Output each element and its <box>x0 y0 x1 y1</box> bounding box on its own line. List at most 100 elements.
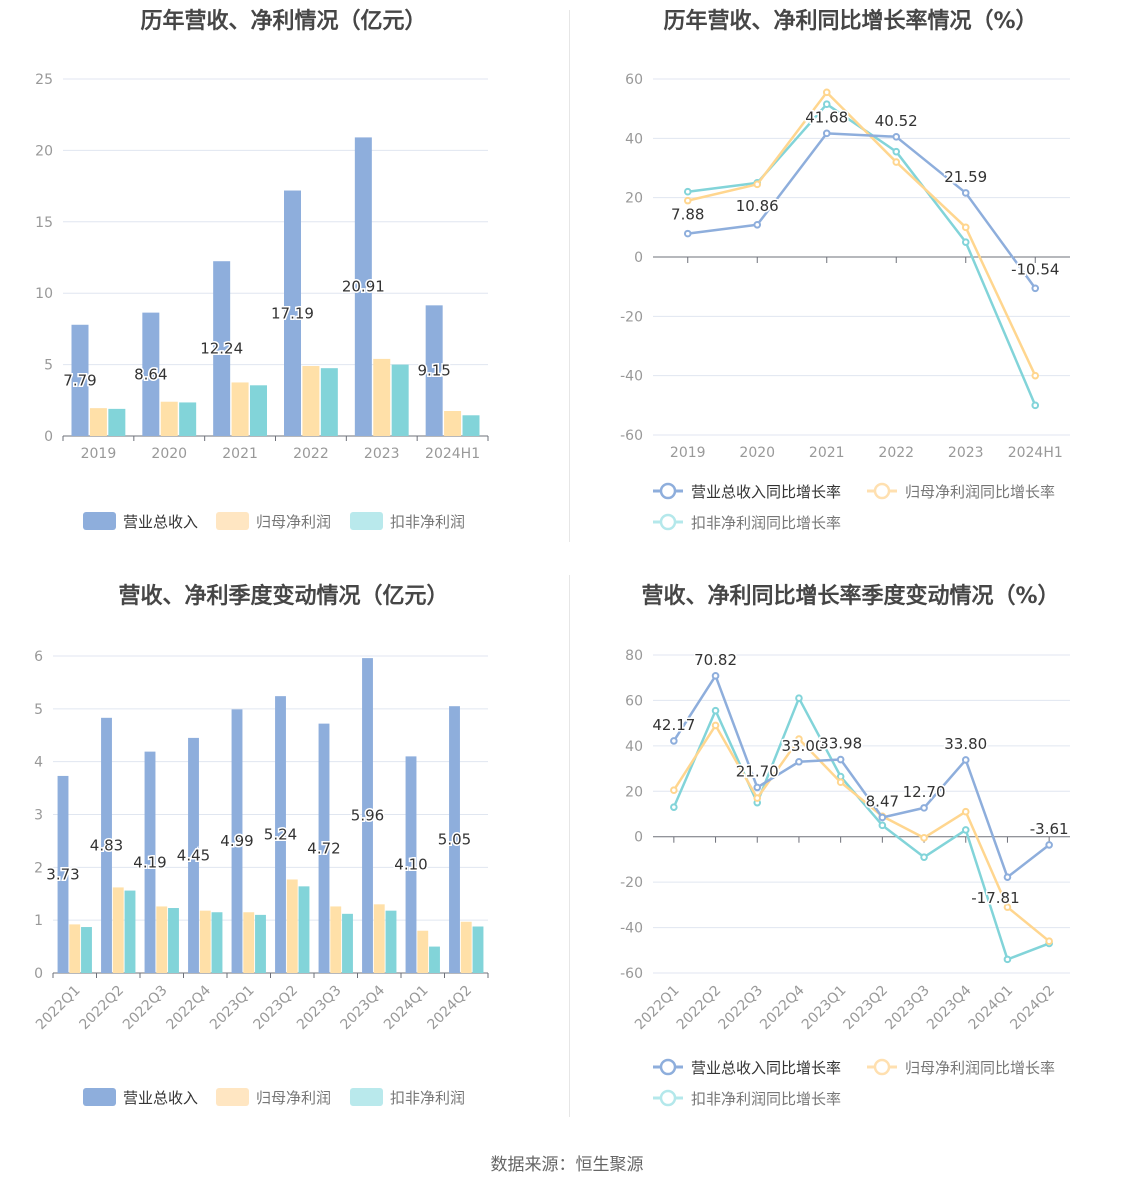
bar-2 <box>168 908 179 973</box>
x-tick-label: 2024Q2 <box>424 983 475 1034</box>
line-point-0 <box>961 189 970 197</box>
bar-data-label: 4.10 <box>394 856 427 874</box>
legend-marker <box>659 1058 677 1076</box>
bar-0 <box>362 658 373 973</box>
annual-values-title: 历年营收、净利情况（亿元） <box>140 9 427 34</box>
legend-label: 扣非净利润同比增长率 <box>691 514 841 532</box>
x-tick-label: 2019 <box>670 445 706 461</box>
bar-2 <box>342 913 353 973</box>
x-tick-label: 2024Q2 <box>1007 983 1058 1034</box>
y-tick-label: 2 <box>34 860 43 876</box>
bar-0 <box>449 706 460 973</box>
bar-2 <box>211 912 223 973</box>
x-tick-label: 2022Q3 <box>120 983 171 1034</box>
x-tick-label: 2021 <box>809 445 845 461</box>
annual-growth-title: 历年营收、净利同比增长率情况（%） <box>663 9 1038 34</box>
line-data-label: -10.54 <box>1011 260 1059 278</box>
line-data-label: 7.88 <box>671 206 704 224</box>
annual-growth-panel: 历年营收、净利同比增长率情况（%） -60 -40 -20 0 20 40 60 2019 20… <box>567 0 1134 545</box>
bar-data-label: 4.19 <box>133 853 166 871</box>
legend-swatch <box>216 512 249 530</box>
line-point-2 <box>920 853 928 861</box>
bar-0 <box>318 723 330 973</box>
bar-0 <box>213 261 231 436</box>
y-tick-label: 3 <box>34 808 43 824</box>
y-tick-label: 20 <box>35 143 53 159</box>
x-tick-label: 2023Q1 <box>799 983 850 1034</box>
bar-data-label: 3.73 <box>46 865 79 883</box>
line-point-1 <box>1003 903 1012 911</box>
bar-1 <box>112 887 124 973</box>
y-tick-label: 10 <box>35 286 53 302</box>
bar-1 <box>231 382 249 436</box>
legend-swatch <box>350 1088 383 1106</box>
bar-data-label: 17.19 <box>271 304 314 322</box>
line-point-1 <box>711 721 720 730</box>
bar-2 <box>298 886 310 973</box>
y-tick-label: 60 <box>625 693 643 709</box>
line-point-2 <box>711 706 720 715</box>
bar-0 <box>57 775 69 973</box>
line-point-0 <box>878 813 887 822</box>
line-data-label: 10.86 <box>736 197 779 215</box>
legend-marker <box>873 1058 891 1076</box>
line-point-2 <box>878 821 887 830</box>
bar-2 <box>472 926 484 973</box>
bar-data-label: 4.72 <box>307 839 340 857</box>
line-data-label: 8.47 <box>866 792 899 810</box>
bar-0 <box>284 190 301 436</box>
y-tick-label: -20 <box>620 875 643 891</box>
line-1 <box>687 91 1037 377</box>
bar-data-label: 7.79 <box>63 371 96 389</box>
bar-2 <box>320 368 338 436</box>
x-tick-label: 2022 <box>878 445 914 461</box>
legend-label: 归母净利润 <box>256 1089 331 1107</box>
bar-1 <box>373 358 391 436</box>
line-point-0 <box>683 229 692 238</box>
bar-1 <box>373 904 385 973</box>
x-tick-label: 2019 <box>81 446 117 462</box>
legend-label: 扣非净利润 <box>390 513 465 531</box>
y-tick-label: -60 <box>620 966 643 982</box>
bar-data-label: 8.64 <box>134 365 167 383</box>
y-tick-label: 20 <box>625 784 643 800</box>
x-tick-label: 2022Q1 <box>33 983 84 1034</box>
legend-label: 营业总收入 <box>123 1089 198 1107</box>
y-tick-label: 5 <box>34 702 43 718</box>
line-point-0 <box>1031 284 1040 293</box>
vertical-divider-top <box>569 10 570 542</box>
bar-1 <box>89 408 107 436</box>
bar-2 <box>385 910 397 973</box>
bar-2 <box>108 408 126 436</box>
line-data-label: 41.68 <box>805 108 848 126</box>
x-tick-label: 2021 <box>222 446 258 462</box>
line-point-2 <box>670 803 678 811</box>
bar-1 <box>444 411 462 436</box>
line-data-label: 33.98 <box>819 735 862 753</box>
bar-0 <box>144 751 156 973</box>
line-data-label: 33.80 <box>944 735 987 753</box>
legend-label: 归母净利润同比增长率 <box>905 1059 1055 1077</box>
line-point-0 <box>1003 873 1012 881</box>
y-tick-label: 0 <box>34 966 43 982</box>
annual-growth-chart: -60 -40 -20 0 20 40 60 2019 2020 2021 2022 2023 2024… <box>620 72 1070 532</box>
y-tick-label: 0 <box>634 250 643 266</box>
bar-1 <box>417 930 429 973</box>
bar-data-label: 4.99 <box>220 832 253 850</box>
y-tick-label: 15 <box>35 215 53 231</box>
y-tick-label: -20 <box>620 309 643 325</box>
y-tick-label: 80 <box>625 648 643 664</box>
legend-marker <box>659 513 677 531</box>
legend-label: 营业总收入同比增长率 <box>691 483 841 501</box>
y-tick-label: 4 <box>34 755 43 771</box>
x-tick-label: 2022Q2 <box>76 983 127 1034</box>
legend-swatch <box>350 512 383 530</box>
line-point-0 <box>892 132 901 141</box>
data-source-note: 数据来源：恒生聚源 <box>490 1155 644 1175</box>
legend-label: 扣非净利润 <box>390 1089 465 1107</box>
x-tick-label: 2023Q4 <box>337 982 388 1033</box>
x-tick-label: 2022Q3 <box>715 983 766 1034</box>
legend-swatch <box>83 512 116 530</box>
bar-0 <box>405 756 417 973</box>
y-tick-label: 6 <box>34 649 43 665</box>
